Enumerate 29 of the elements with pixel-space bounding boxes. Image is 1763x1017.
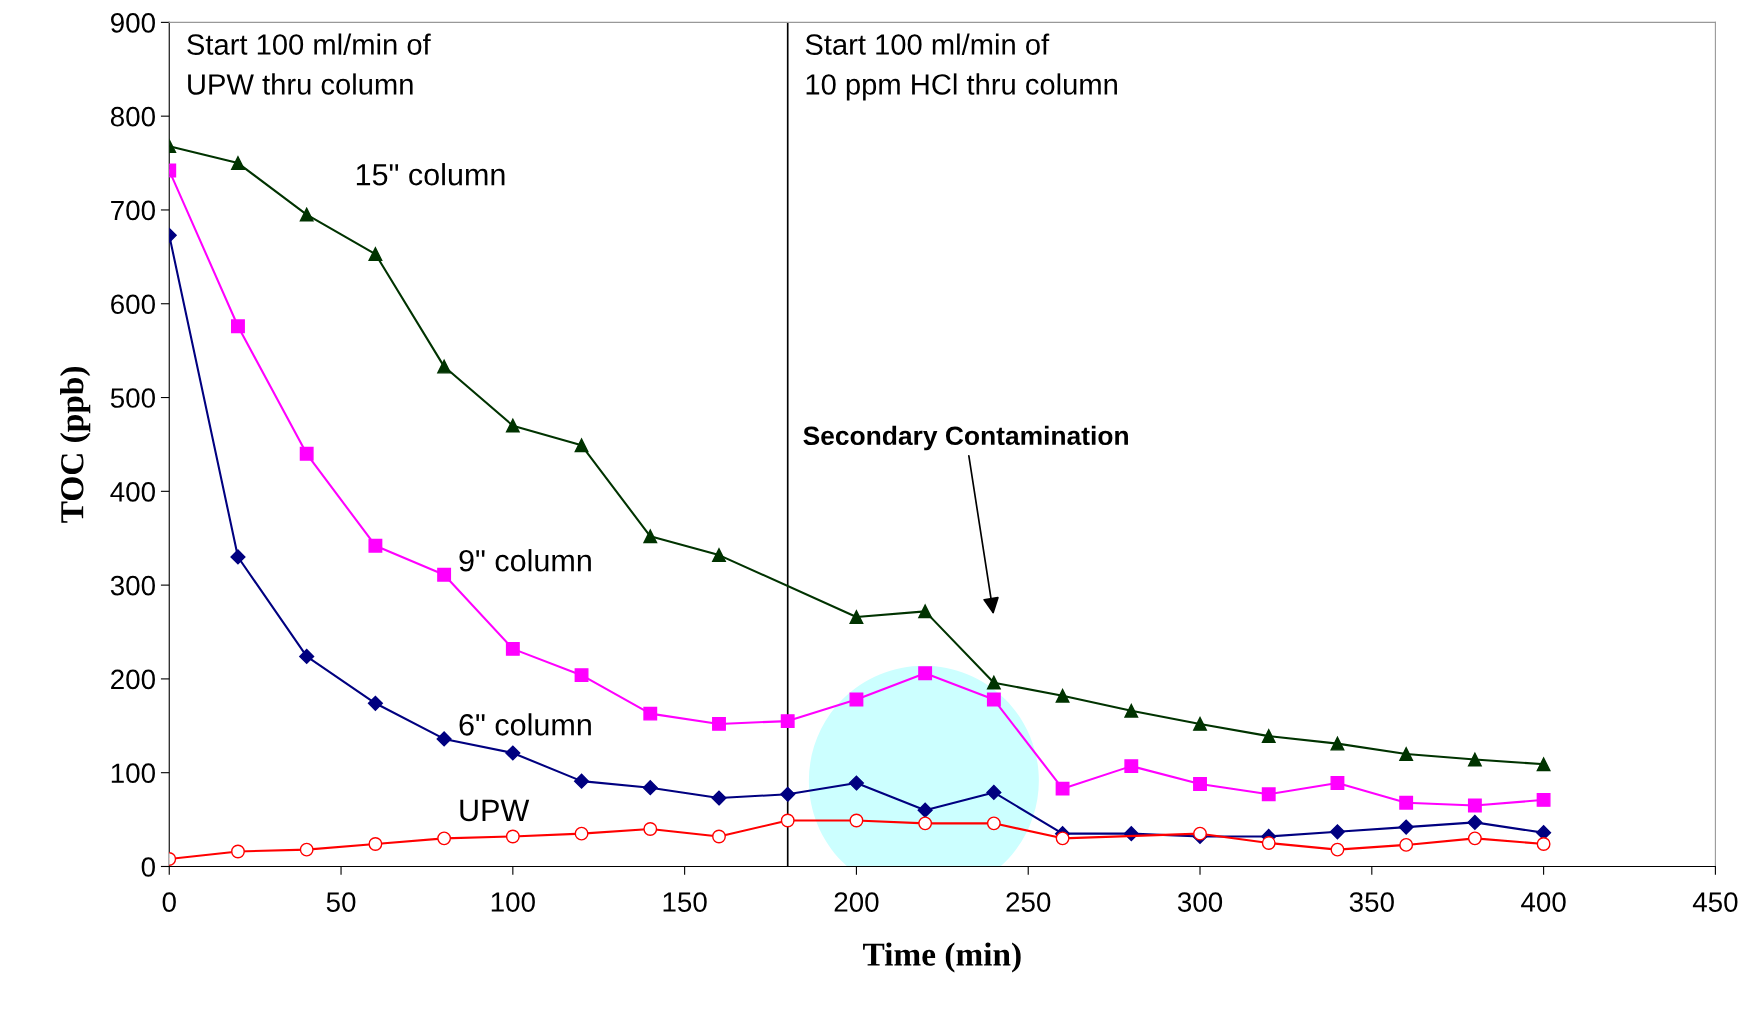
y-tick-label: 200 (111, 669, 155, 690)
annotation: Start 100 ml/min of 10 ppm HCl thru column (805, 33, 1117, 101)
x-tick-label: 50 (326, 892, 356, 912)
annotation: Start 100 ml/min of UPW thru column (187, 33, 431, 95)
y-tick-label: 300 (110, 575, 155, 596)
x-tick-label: 100 (491, 892, 535, 912)
x-tick-label: 0 (162, 892, 176, 912)
x-tick-label: 450 (1692, 892, 1738, 912)
series-label: UPW (460, 799, 530, 822)
y-tick-label: 100 (111, 763, 155, 784)
x-tick-label: 400 (1521, 892, 1566, 912)
y-tick-label: 700 (111, 200, 155, 221)
y-tick-label: 500 (110, 388, 155, 408)
y-tick-label: 0 (141, 857, 155, 877)
y-tick-label: 900 (111, 13, 155, 33)
y-tick-label: 400 (110, 481, 155, 502)
series-label: 15" column (356, 163, 505, 186)
annotation: Secondary Contamination (803, 425, 1128, 451)
series-label: 6" column (459, 713, 591, 736)
x-tick-label: 200 (834, 892, 879, 912)
series-label: 9" column (459, 549, 591, 572)
x-tick-label: 150 (663, 892, 707, 912)
x-tick-label: 350 (1349, 892, 1394, 912)
y-axis-title: TOC (ppb) (60, 366, 91, 523)
y-tick-label: 800 (110, 106, 155, 127)
x-tick-label: 250 (1006, 892, 1051, 912)
x-axis-title: Time (min) (863, 942, 1021, 973)
y-tick-label: 600 (111, 294, 155, 315)
x-tick-label: 300 (1177, 892, 1223, 912)
